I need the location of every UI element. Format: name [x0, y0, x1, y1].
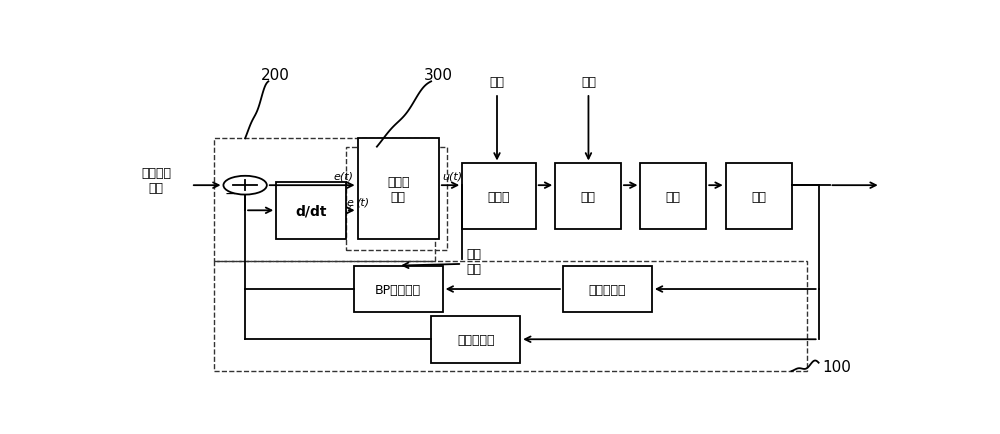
- Text: e: e: [347, 197, 354, 207]
- Text: 设定浇铸
重量: 设定浇铸 重量: [141, 167, 171, 195]
- Bar: [563, 266, 652, 313]
- Text: (t): (t): [356, 197, 369, 207]
- Text: 浇包: 浇包: [751, 190, 766, 203]
- Bar: [214, 139, 435, 261]
- Text: 300: 300: [423, 68, 452, 83]
- Text: 100: 100: [822, 359, 851, 374]
- Text: 油泵: 油泵: [581, 190, 596, 203]
- Bar: [640, 164, 706, 229]
- Text: d/dt: d/dt: [295, 204, 327, 218]
- Text: 200: 200: [261, 68, 290, 83]
- Text: 比例阀: 比例阀: [488, 190, 510, 203]
- Bar: [555, 164, 621, 229]
- Bar: [431, 316, 520, 363]
- Bar: [462, 164, 536, 229]
- Text: 角度传感器: 角度传感器: [589, 283, 626, 296]
- Text: 炉体: 炉体: [666, 190, 681, 203]
- Text: c: c: [349, 203, 354, 212]
- Text: −: −: [224, 186, 236, 200]
- Bar: [358, 139, 439, 239]
- Text: BP神经网络: BP神经网络: [375, 283, 421, 296]
- Text: e(t): e(t): [334, 171, 354, 181]
- Bar: [354, 266, 443, 313]
- Text: 干扰: 干扰: [581, 76, 596, 89]
- Bar: [276, 182, 346, 239]
- Bar: [726, 164, 792, 229]
- Text: 模糊控
制器: 模糊控 制器: [387, 175, 409, 203]
- Text: 油源: 油源: [490, 76, 505, 89]
- Text: 出水
角度: 出水 角度: [466, 247, 481, 276]
- Bar: [214, 261, 807, 371]
- Text: u(t): u(t): [443, 171, 463, 181]
- Bar: [346, 147, 447, 251]
- Text: 重量传感器: 重量传感器: [457, 333, 494, 346]
